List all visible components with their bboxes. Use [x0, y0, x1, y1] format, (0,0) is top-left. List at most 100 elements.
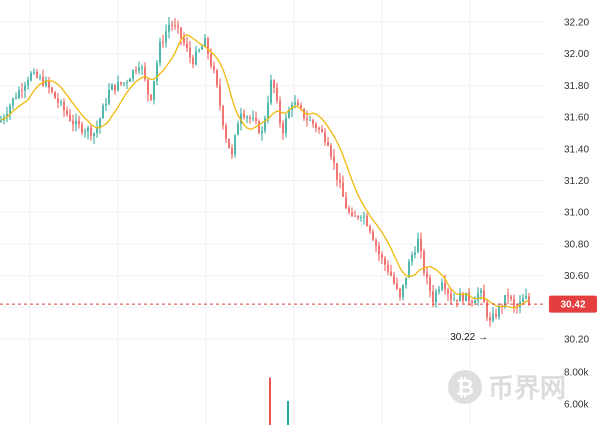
candle-body: [363, 215, 365, 218]
volume-bar: [287, 400, 289, 425]
candle-body: [183, 37, 185, 44]
candle-body: [126, 82, 128, 84]
candle-body: [423, 251, 425, 274]
candle-body: [300, 105, 302, 109]
moving-average-line: [0, 34, 530, 309]
volume-bar: [269, 377, 271, 425]
candle-body: [18, 90, 20, 98]
candle-body: [201, 46, 203, 50]
volume-tick-label: 6.00k: [564, 400, 589, 411]
candle-body: [6, 113, 8, 118]
volume-tick-label: 8.00k: [564, 368, 589, 379]
candle-body: [60, 101, 62, 103]
price-tick-label: 30.60: [564, 271, 589, 282]
price-tick-label: 31.00: [564, 208, 589, 219]
candle-body: [198, 49, 200, 52]
candle-body: [405, 277, 407, 286]
candle-body: [450, 293, 452, 300]
candle-body: [495, 313, 497, 317]
candle-body: [21, 90, 23, 92]
candle-body: [390, 271, 392, 276]
candle-body: [207, 38, 209, 55]
candle-body: [255, 117, 257, 122]
candle-body: [24, 85, 26, 91]
candle-body: [357, 216, 359, 218]
candle-body: [510, 296, 512, 299]
candle-body: [165, 31, 167, 43]
candle-body: [150, 94, 152, 100]
candle-body: [129, 78, 131, 83]
candle-body: [27, 80, 29, 86]
candle-body: [42, 76, 44, 86]
candle-body: [489, 317, 491, 321]
candle-body: [120, 82, 122, 84]
candle-body: [477, 292, 479, 301]
candle-body: [414, 252, 416, 256]
candle-body: [387, 264, 389, 272]
candle-body: [33, 71, 35, 74]
candle-body: [141, 67, 143, 69]
candle-body: [48, 80, 50, 88]
candle-body: [339, 179, 341, 183]
candle-body: [189, 48, 191, 58]
candle-body: [252, 117, 254, 119]
candle-body: [192, 57, 194, 65]
candle-body: [132, 70, 134, 79]
candle-body: [102, 105, 104, 119]
last-price-badge: 30.42: [549, 295, 597, 313]
candle-body: [249, 117, 251, 119]
candle-body: [123, 82, 125, 84]
candle-body: [210, 54, 212, 67]
candle-body: [498, 306, 500, 317]
candle-body: [447, 289, 449, 294]
candle-body: [312, 119, 314, 124]
candle-body: [303, 108, 305, 119]
candle-body: [243, 113, 245, 118]
candle-body: [282, 123, 284, 134]
candle-body: [396, 283, 398, 289]
candle-body: [420, 238, 422, 252]
candle-body: [261, 130, 263, 134]
candle-body: [348, 208, 350, 213]
candle-body: [30, 73, 32, 81]
candle-body: [15, 97, 17, 99]
candle-body: [228, 138, 230, 149]
candle-body: [81, 124, 83, 133]
candle-body: [309, 119, 311, 121]
last-price-label: 30.42: [560, 300, 585, 311]
candle-body: [288, 109, 290, 118]
candle-body: [69, 114, 71, 121]
candle-body: [321, 129, 323, 133]
candle-body: [240, 113, 242, 124]
candle-body: [258, 121, 260, 134]
candle-body: [87, 127, 89, 132]
candle-body: [54, 91, 56, 99]
candle-body: [117, 82, 119, 91]
candle-body: [384, 258, 386, 265]
candle-body: [72, 120, 74, 125]
candle-body: [486, 302, 488, 318]
candle-body: [402, 285, 404, 298]
candle-body: [378, 245, 380, 255]
candle-body: [444, 282, 446, 290]
candle-body: [480, 290, 482, 293]
candle-body: [162, 41, 164, 43]
candle-body: [285, 117, 287, 134]
candle-body: [246, 117, 248, 119]
candle-body: [468, 292, 470, 302]
candlesticks: [0, 17, 530, 327]
candle-body: [360, 217, 362, 219]
candle-body: [180, 27, 182, 38]
candle-body: [438, 289, 440, 292]
price-tick-label: 31.80: [564, 81, 589, 92]
candle-body: [93, 133, 95, 137]
grid-lines: [0, 0, 545, 425]
candle-body: [429, 277, 431, 292]
candle-body: [174, 25, 176, 27]
candle-body: [432, 291, 434, 303]
candle-body: [90, 127, 92, 137]
last-price-badge-bg: [549, 295, 597, 313]
candle-body: [399, 288, 401, 298]
candle-body: [114, 84, 116, 91]
